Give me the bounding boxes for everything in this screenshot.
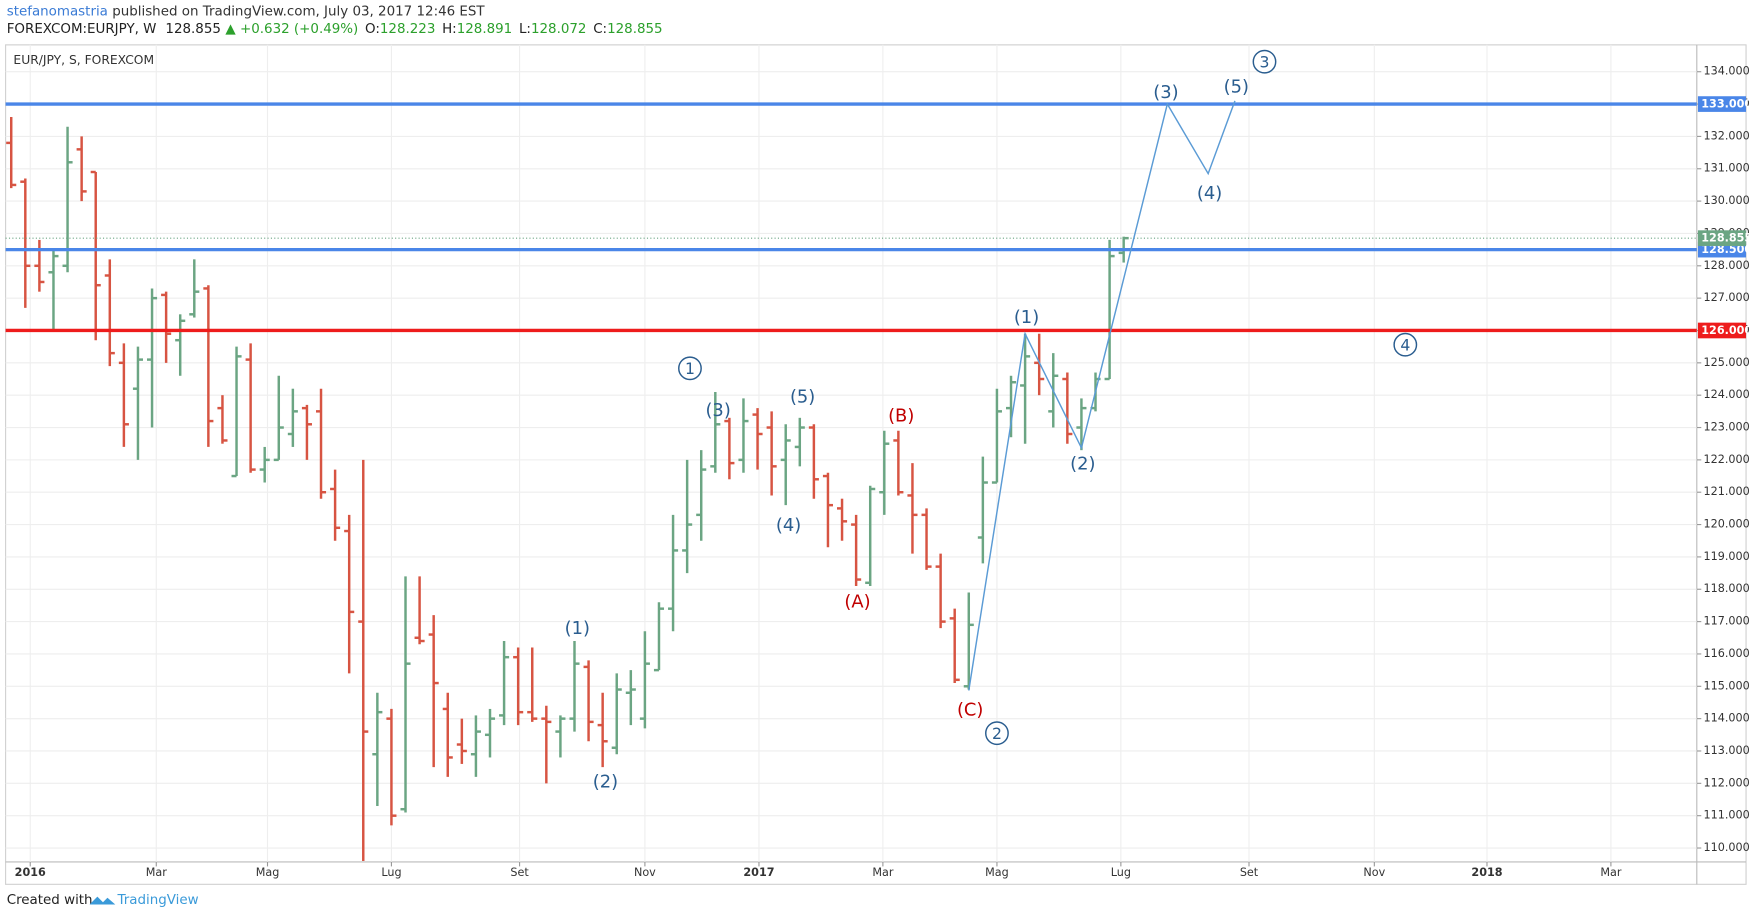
- price-label: 128.500: [1701, 243, 1752, 256]
- wave-label: (2): [593, 772, 618, 793]
- y-tick-label: 118.000: [1704, 582, 1750, 595]
- wave-label: 4: [1400, 335, 1410, 354]
- x-tick-label: Nov: [634, 866, 656, 879]
- y-tick-label: 110.000: [1704, 841, 1750, 854]
- wave-label: (5): [790, 386, 815, 407]
- ohlc-key: L:: [519, 22, 531, 37]
- x-tick-label: Mar: [872, 866, 894, 879]
- wave-circle: [1393, 332, 1418, 357]
- wave-label: 1: [685, 359, 695, 378]
- wave-label: (3): [1153, 82, 1178, 103]
- y-tick-label: 131.000: [1704, 162, 1750, 175]
- change: ▲ +0.632 (+0.49%): [225, 22, 358, 37]
- x-tick-label: 2017: [743, 866, 774, 879]
- y-tick-label: 123.000: [1704, 421, 1750, 434]
- wave-projection: [968, 100, 1236, 691]
- price-label: 126.000: [1701, 324, 1752, 337]
- wave-label: 2: [992, 724, 1002, 743]
- y-tick-label: 127.000: [1704, 291, 1750, 304]
- ohlc-key: C:: [593, 22, 607, 37]
- x-tick-label: Lug: [1111, 866, 1131, 879]
- ohlc-value: 128.072: [531, 22, 587, 37]
- y-tick-label: 121.000: [1704, 485, 1750, 498]
- x-tick-label: Set: [510, 866, 529, 879]
- price-label-box: [1697, 322, 1747, 339]
- footer-brand[interactable]: TradingView: [117, 893, 199, 908]
- wave-circle: [985, 721, 1009, 746]
- author[interactable]: stefanomastria: [7, 4, 108, 19]
- published: published on TradingView.com, July 03, 2…: [108, 4, 486, 19]
- plot: [5, 100, 1697, 861]
- brand-logo: [89, 896, 116, 905]
- wave-label: (4): [776, 515, 801, 536]
- y-tick-label: 117.000: [1704, 615, 1750, 628]
- x-tick-label: Lug: [381, 866, 401, 879]
- y-tick-label: 130.000: [1704, 194, 1750, 207]
- y-tick-label: 113.000: [1704, 744, 1750, 757]
- x-tick-label: Nov: [1363, 866, 1385, 879]
- y-tick-label: 124.000: [1704, 388, 1750, 401]
- y-tick-label: 125.000: [1704, 356, 1750, 369]
- price-label-box: [1697, 96, 1747, 112]
- x-tick-label: 2016: [15, 866, 46, 879]
- chart-frame: [5, 44, 1747, 885]
- y-tick-label: 134.000: [1704, 65, 1750, 78]
- x-tick-label: Mar: [1600, 866, 1622, 879]
- y-tick-label: 128.000: [1704, 259, 1750, 272]
- y-tick-label: 120.000: [1704, 518, 1750, 531]
- wave-label: 3: [1260, 52, 1270, 71]
- ohlc-key: H:: [442, 22, 457, 37]
- x-tick-label: Mar: [146, 866, 168, 879]
- wave-label: (A): [844, 591, 870, 612]
- price-label: 128.855: [1701, 232, 1752, 245]
- wave-label: (B): [888, 405, 914, 426]
- wave-label: (5): [1224, 76, 1249, 97]
- x-tick-label: Mag: [256, 866, 280, 879]
- chart-title: EUR/JPY, S, FOREXCOM: [13, 53, 154, 67]
- y-tick-label: 116.000: [1704, 647, 1750, 660]
- price-label: 133.000: [1701, 98, 1752, 111]
- y-tick-label: 114.000: [1704, 712, 1750, 725]
- wave-label: (1): [565, 618, 590, 639]
- y-tick-label: 119.000: [1704, 550, 1750, 563]
- ohlc-value: 128.223: [380, 22, 436, 37]
- y-tick-label: 115.000: [1704, 679, 1750, 692]
- ohlc-value: 128.855: [607, 22, 663, 37]
- wave-circle: [1252, 49, 1277, 74]
- wave-circle: [678, 356, 702, 381]
- price: 128.855: [165, 22, 221, 37]
- y-tick-label: 112.000: [1704, 776, 1750, 789]
- x-tick-label: Mag: [985, 866, 1009, 879]
- ohlc-value: 128.891: [457, 22, 513, 37]
- header-line-2: FOREXCOM:EURJPY, W 128.855 ▲ +0.632 (+0.49…: [7, 22, 663, 37]
- y-tick-label: 111.000: [1704, 809, 1750, 822]
- price-label-box: [1697, 230, 1747, 246]
- wave-label: (3): [705, 400, 730, 421]
- grid: [5, 44, 1697, 862]
- ohlc-key: O:: [365, 22, 380, 37]
- y-tick-label: 122.000: [1704, 453, 1750, 466]
- wave-label: (2): [1070, 454, 1095, 475]
- wave-label: (4): [1197, 183, 1222, 204]
- y-tick-label: 132.000: [1704, 129, 1750, 142]
- wave-label: (C): [957, 700, 983, 721]
- wave-label: (1): [1014, 307, 1039, 328]
- footer-created: Created with: [7, 893, 93, 908]
- x-tick-label: Set: [1240, 866, 1259, 879]
- symbol: FOREXCOM:EURJPY, W: [7, 22, 157, 37]
- x-tick-label: 2018: [1471, 866, 1502, 879]
- header-line-1: stefanomastria published on TradingView.…: [7, 4, 486, 19]
